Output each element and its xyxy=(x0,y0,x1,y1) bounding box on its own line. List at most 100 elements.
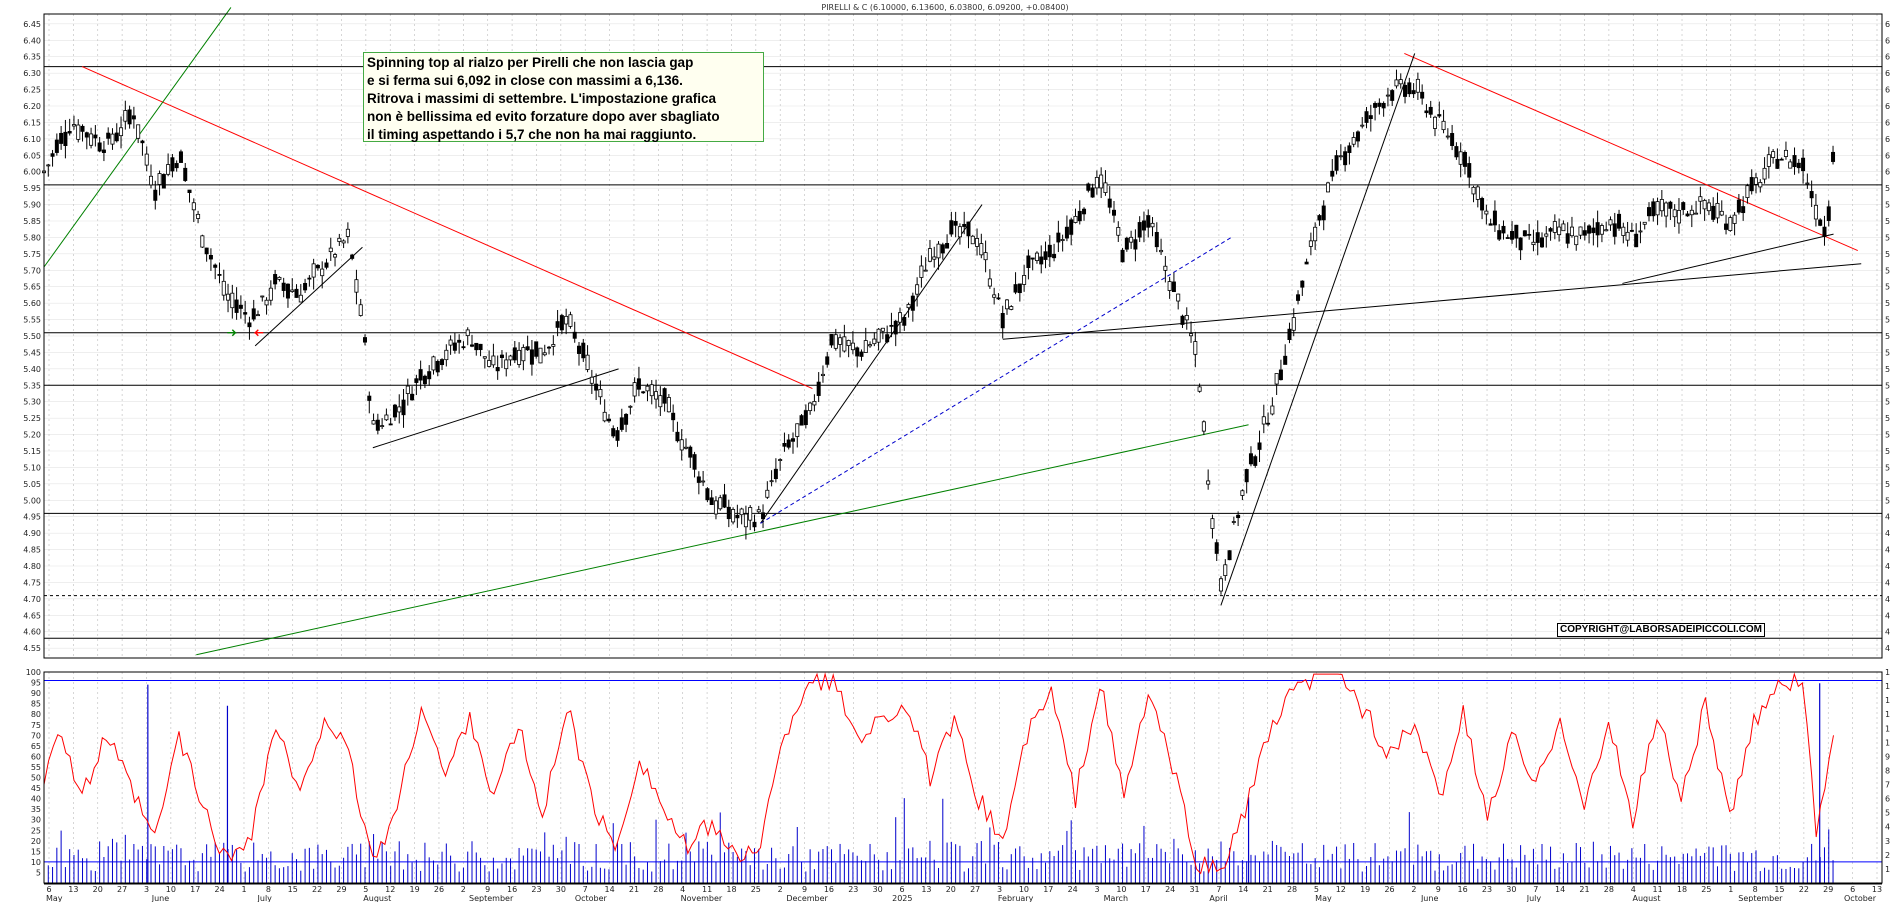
price-tick-label-right: 4.70 xyxy=(1885,595,1890,604)
candle-body xyxy=(692,454,697,470)
candle-body xyxy=(1013,284,1018,293)
candle-body xyxy=(1146,215,1151,228)
date-tick-label: 13 xyxy=(68,885,78,894)
candle-body xyxy=(1278,369,1283,381)
month-label: September xyxy=(1738,894,1783,902)
candle-body xyxy=(504,359,509,370)
date-tick-label: 17 xyxy=(190,885,200,894)
candle-body xyxy=(1505,237,1510,239)
date-tick-label: 7 xyxy=(1533,885,1538,894)
candle-body xyxy=(491,355,496,366)
candle-body xyxy=(440,359,445,366)
candle-body xyxy=(380,425,385,428)
candle-body xyxy=(324,262,329,268)
candle-body xyxy=(1364,111,1369,123)
candle-body xyxy=(923,269,928,272)
date-tick-label: 27 xyxy=(117,885,127,894)
price-tick-label-left: 5.30 xyxy=(23,398,41,407)
candle-body xyxy=(654,391,659,400)
candle-body xyxy=(722,494,727,508)
candle-body xyxy=(1569,226,1574,237)
price-tick-label-left: 6.20 xyxy=(23,102,41,111)
oscillator-tick-label: 60 xyxy=(31,752,41,761)
candle-body xyxy=(1715,202,1720,219)
date-tick-label: 5 xyxy=(1314,885,1319,894)
candle-body xyxy=(1535,232,1540,243)
candle-body xyxy=(551,344,556,347)
candle-body xyxy=(367,395,372,401)
candle-body xyxy=(1296,294,1301,301)
candle-body xyxy=(1206,480,1211,485)
date-tick-label: 4 xyxy=(680,885,685,894)
month-label: February xyxy=(998,894,1034,902)
oscillator-tick-label: 55 xyxy=(31,763,41,772)
candle-body xyxy=(345,228,350,237)
candle-body xyxy=(191,202,196,211)
price-tick-label-left: 5.90 xyxy=(23,201,41,210)
price-tick-label-right: 5.05 xyxy=(1885,480,1890,489)
oscillator-tick-label: 10 xyxy=(31,858,41,867)
candle-body xyxy=(705,488,710,501)
candle-body xyxy=(1124,237,1129,250)
date-tick-label: 16 xyxy=(824,885,834,894)
price-tick-label-right: 5.70 xyxy=(1885,266,1890,275)
candle-body xyxy=(846,340,851,346)
candle-body xyxy=(1458,151,1463,165)
candle-body xyxy=(1659,199,1664,212)
candle-body xyxy=(1621,226,1626,236)
month-label: August xyxy=(1632,894,1660,902)
candle-body xyxy=(718,497,723,510)
candle-body xyxy=(1159,249,1164,253)
candle-body xyxy=(371,420,376,425)
volume-tick-label: 9000 xyxy=(1885,752,1890,761)
month-label: May xyxy=(1315,894,1332,902)
candle-body xyxy=(1317,215,1322,221)
candle-body xyxy=(1441,120,1446,131)
date-tick-label: 7 xyxy=(1216,885,1221,894)
candle-body xyxy=(1407,82,1412,95)
candle-body xyxy=(975,238,980,247)
candle-body xyxy=(1240,490,1245,496)
candle-body xyxy=(1480,198,1485,211)
candle-body xyxy=(602,411,607,422)
candle-body xyxy=(1724,223,1729,230)
candle-body xyxy=(547,346,552,349)
candle-body xyxy=(469,344,474,347)
candle-body xyxy=(1266,422,1271,425)
candle-body xyxy=(1231,521,1236,523)
candle-body xyxy=(1454,146,1459,158)
price-tick-label-right: 5.95 xyxy=(1885,184,1890,193)
candle-body xyxy=(1471,186,1476,195)
candle-body xyxy=(761,512,766,520)
candle-body xyxy=(1608,219,1613,226)
candle-body xyxy=(1694,212,1699,215)
candle-body xyxy=(273,274,278,285)
candle-body xyxy=(328,247,333,253)
candle-body xyxy=(684,446,689,449)
price-tick-label-left: 5.55 xyxy=(23,316,41,325)
candle-body xyxy=(782,443,787,447)
candle-body xyxy=(606,418,611,422)
candle-body xyxy=(281,282,286,291)
grid-layer xyxy=(44,14,1882,883)
price-tick-label-left: 4.95 xyxy=(23,513,41,522)
candle-body xyxy=(1184,315,1189,321)
volume-tick-label: 1000 xyxy=(1885,865,1890,874)
candle-body xyxy=(89,133,94,146)
price-tick-label-left: 5.65 xyxy=(23,283,41,292)
candle-body xyxy=(1771,151,1776,158)
candle-body xyxy=(833,334,838,349)
candle-body xyxy=(816,381,821,396)
candle-body xyxy=(337,237,342,242)
candle-body xyxy=(1728,217,1733,231)
volume-tick-label: 13000 xyxy=(1885,696,1890,705)
date-tick-label: 24 xyxy=(1165,885,1175,894)
month-label: August xyxy=(363,894,391,902)
candle-body xyxy=(1484,210,1489,215)
candle-body xyxy=(1634,233,1639,248)
candle-body xyxy=(238,304,243,309)
trendline xyxy=(1622,233,1834,284)
candle-body xyxy=(435,361,440,373)
candle-body xyxy=(1030,257,1035,260)
candle-body xyxy=(1445,135,1450,138)
